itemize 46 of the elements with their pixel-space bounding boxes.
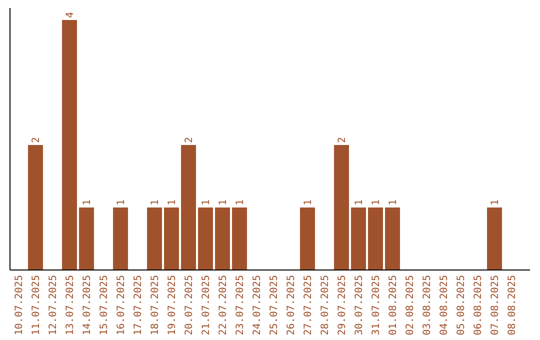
x-tick-label: 24.07.2025: [252, 275, 263, 336]
data-label: 1: [354, 199, 365, 206]
data-label: 1: [303, 199, 314, 206]
x-tick-label: 28.07.2025: [320, 275, 331, 336]
data-label: 1: [82, 199, 93, 206]
x-tick-label: 30.07.2025: [354, 275, 365, 336]
x-tick-label: 11.07.2025: [31, 275, 42, 336]
x-tick-label: 19.07.2025: [167, 275, 178, 336]
x-tick-label: 13.07.2025: [65, 275, 76, 336]
x-tick-label: 14.07.2025: [82, 275, 93, 336]
x-tick-label: 10.07.2025: [14, 275, 25, 336]
data-label: 1: [116, 199, 127, 206]
data-label: 2: [184, 136, 195, 143]
x-tick-label: 16.07.2025: [116, 275, 127, 336]
x-tick-label: 18.07.2025: [150, 275, 161, 336]
x-tick-label: 05.08.2025: [456, 275, 467, 336]
x-tick-label: 25.07.2025: [269, 275, 280, 336]
x-tick-label: 23.07.2025: [235, 275, 246, 336]
x-tick-label: 07.08.2025: [490, 275, 501, 336]
x-tick-label: 12.07.2025: [48, 275, 59, 336]
data-label: 1: [388, 199, 399, 206]
x-tick-label: 31.07.2025: [371, 275, 382, 336]
x-tick-label: 21.07.2025: [201, 275, 212, 336]
x-tick-label: 29.07.2025: [337, 275, 348, 336]
x-tick-label: 26.07.2025: [286, 275, 297, 336]
x-tick-label: 04.08.2025: [439, 275, 450, 336]
data-label: 1: [167, 199, 178, 206]
x-tick-label: 06.08.2025: [473, 275, 484, 336]
x-tick-label: 27.07.2025: [303, 275, 314, 336]
x-tick-label: 01.08.2025: [388, 275, 399, 336]
data-label: 1: [218, 199, 229, 206]
data-label: 2: [31, 136, 42, 143]
data-label: 1: [201, 199, 212, 206]
x-tick-label: 17.07.2025: [133, 275, 144, 336]
data-label: 1: [150, 199, 161, 206]
x-tick-label: 15.07.2025: [99, 275, 110, 336]
data-label: 1: [371, 199, 382, 206]
x-tick-label: 20.07.2025: [184, 275, 195, 336]
x-tick-label: 03.08.2025: [422, 275, 433, 336]
data-label: 1: [235, 199, 246, 206]
data-label: 1: [490, 199, 501, 206]
x-tick-label: 22.07.2025: [218, 275, 229, 336]
data-label: 4: [65, 12, 76, 18]
data-label: 2: [337, 136, 348, 143]
x-tick-label: 08.08.2025: [507, 275, 518, 336]
x-tick-label: 02.08.2025: [405, 275, 416, 336]
